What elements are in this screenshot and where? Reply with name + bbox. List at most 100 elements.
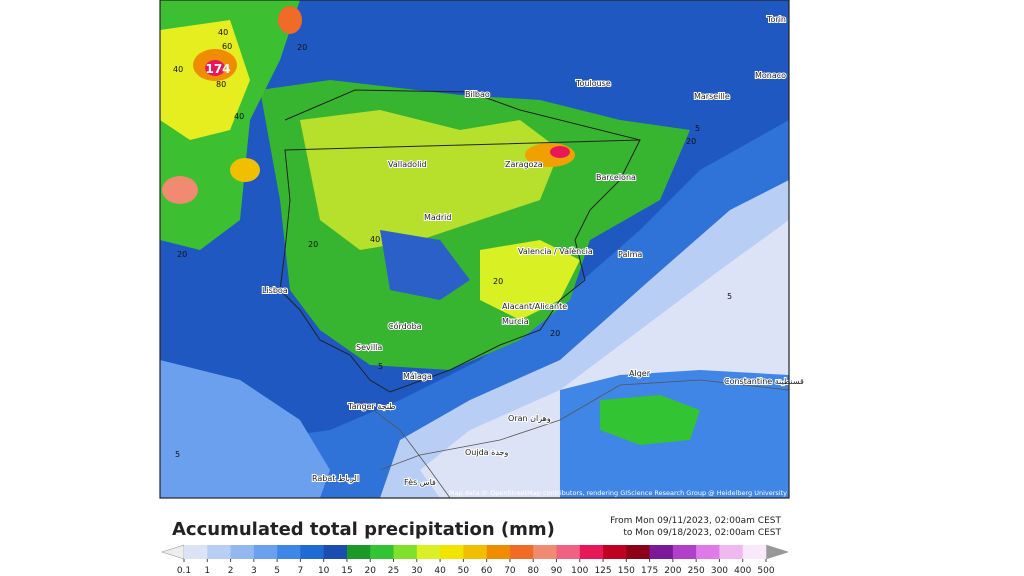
colorbar-tick-label: 0.1 [177, 566, 191, 576]
city-label: Rabat الرباط [312, 474, 359, 483]
colorbar-tick-label: 1 [204, 566, 210, 576]
colorbar-segment [253, 545, 278, 559]
colorbar-segment [393, 545, 418, 559]
africa-green [600, 395, 700, 445]
city-label: Bilbao [465, 90, 490, 99]
contour-label: 20 [686, 137, 696, 146]
city-label: Barcelona [596, 173, 636, 182]
colorbar-tick-label: 300 [711, 566, 728, 576]
colorbar-segment [533, 545, 557, 559]
colorbar-tick-label: 200 [664, 566, 681, 576]
dry-patch [380, 230, 470, 300]
period-from: From Mon 09/11/2023, 02:00am CEST [610, 516, 781, 526]
city-label: Alger [629, 369, 651, 378]
contour-label: 5 [695, 124, 700, 133]
colorbar-tick-label: 25 [388, 566, 399, 576]
city-label: Madrid [424, 213, 451, 222]
colorbar-segment [486, 545, 511, 559]
contour-label: 60 [222, 42, 232, 51]
colorbar: 0.1 1 2 3 5 7 10 15 20 25 30 40 50 60 70 80 90 100 125 150 1… [161, 544, 789, 576]
city-label: Toulouse [575, 79, 611, 88]
contour-label: 40 [173, 65, 183, 74]
colorbar-segment [184, 545, 208, 559]
colorbar-tick-label: 90 [551, 566, 563, 576]
city-label: Lisboa [262, 286, 288, 295]
city-label: Oujda وجدة [465, 448, 508, 457]
contour-label: 20 [308, 240, 318, 249]
colorbar-tick-label: 175 [641, 566, 658, 576]
colorbar-segment [370, 545, 394, 559]
border-line [359, 379, 790, 499]
contour-label: 80 [216, 80, 226, 89]
red-patch [550, 146, 570, 158]
colorbar-tick-label: 50 [458, 566, 470, 576]
colorbar-tick-label: 100 [571, 566, 588, 576]
city-label: Oran وهران [508, 414, 551, 423]
legend-title: Accumulated total precipitation (mm) [172, 519, 555, 540]
colorbar-tick-label: 5 [274, 566, 280, 576]
colorbar-tick-label: 3 [251, 566, 257, 576]
yellow-patch [300, 110, 560, 250]
colorbar-tick-label: 60 [481, 566, 493, 576]
colorbar-segment [440, 545, 464, 559]
colorbar-tick-label: 30 [411, 566, 423, 576]
map: Bilbao Toulouse Marseille Monaco Torin V… [159, 0, 805, 499]
colorbar-segment [277, 545, 301, 559]
city-label: Murcia [502, 317, 529, 326]
orange-patch [278, 6, 302, 34]
city-label: Sevilla [356, 343, 382, 352]
orange-patch [162, 176, 198, 204]
colorbar-segment [556, 545, 581, 559]
contour-label: 20 [550, 329, 560, 338]
colorbar-tick-label: 150 [618, 566, 635, 576]
colorbar-tick-label: 250 [688, 566, 705, 576]
colorbar-tick-label: 70 [504, 566, 516, 576]
colorbar-tick-label: 20 [365, 566, 377, 576]
colorbar-tick-label: 15 [341, 566, 352, 576]
yellow-patch [160, 20, 250, 140]
colorbar-under [161, 544, 185, 560]
colorbar-segment [672, 545, 697, 559]
contour-label: 5 [378, 362, 383, 371]
city-label: Palma [618, 250, 642, 259]
contour-label: 20 [493, 277, 503, 286]
contour-label: 20 [177, 250, 187, 259]
colorbar-segment [626, 545, 650, 559]
city-label: Monaco [755, 71, 786, 80]
colorbar-tick-label: 125 [594, 566, 611, 576]
city-label: Zaragoza [505, 160, 543, 169]
colorbar-tick-label: 10 [318, 566, 330, 576]
colorbar-segment [509, 545, 534, 559]
colorbar-tick-label: 2 [228, 566, 234, 576]
red-patch [205, 60, 225, 76]
colorbar-tick-label: 500 [757, 566, 774, 576]
colorbar-segment [300, 545, 324, 559]
colorbar-segment [742, 545, 767, 559]
orange-patch [230, 158, 260, 182]
city-label: Marseille [694, 92, 730, 101]
city-label: Alacant/Alicante [502, 302, 567, 311]
colorbar-segment [230, 545, 255, 559]
colorbar-segment [323, 545, 348, 559]
city-label: Valladolid [388, 160, 427, 169]
colorbar-segment [207, 545, 231, 559]
colorbar-segment [579, 545, 604, 559]
colorbar-tick-label: 400 [734, 566, 751, 576]
city-label: Valencia / València [518, 246, 593, 256]
ocean-south [160, 360, 330, 498]
city-label: Torin [766, 15, 786, 24]
colorbar-segment [346, 545, 371, 559]
contour-label: 40 [218, 28, 228, 37]
contour-label: 20 [297, 43, 307, 52]
city-label: Fès فاس [404, 477, 436, 487]
colorbar-tick-label: 40 [434, 566, 446, 576]
contour-label: 5 [175, 450, 180, 459]
colorbar-segment [463, 545, 487, 559]
colorbar-segment [696, 545, 720, 559]
max-marker: 174 [205, 62, 230, 76]
colorbar-segment [416, 545, 441, 559]
city-label: Córdoba [388, 321, 422, 331]
colorbar-tick-label: 80 [527, 566, 539, 576]
city-label: Tanger طنجة [347, 402, 396, 411]
